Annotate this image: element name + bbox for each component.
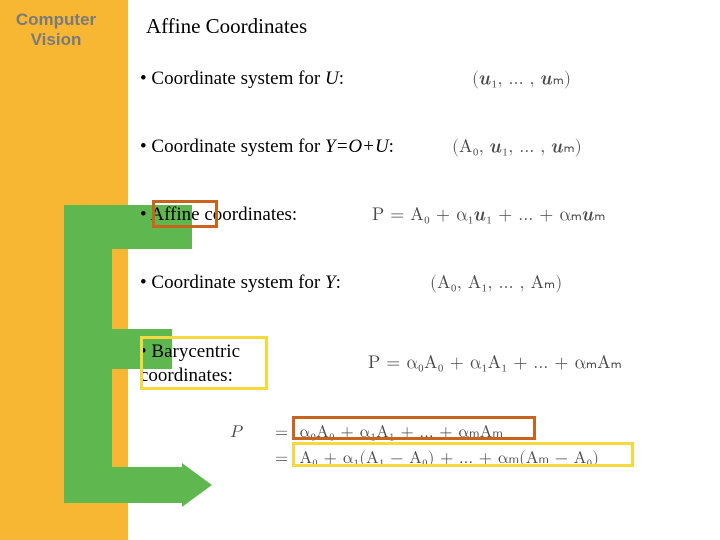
orange-box-eq1 — [292, 416, 536, 440]
eq-equals-1: = — [270, 420, 294, 446]
bullet-1-prefix: • Coordinate system for — [140, 68, 325, 89]
bullet-4-prefix: • Coordinate system for — [140, 272, 325, 293]
course-label: Computer Vision — [0, 10, 112, 51]
bullet-2: • Coordinate system for Y=O+U: — [140, 136, 720, 158]
course-label-line2: Vision — [31, 30, 82, 49]
formula-affine-frame: (A₀, 𝒖₁, … , 𝒖ₘ) — [452, 136, 582, 158]
formula-affine-coords: P = A₀ + α₁𝒖₁ + … + αₘ𝒖ₘ — [372, 204, 606, 226]
bullet-4-suffix: : — [336, 272, 341, 293]
bullet-4-var: Y — [325, 272, 336, 293]
course-label-line1: Computer — [16, 10, 96, 29]
yellow-box-eq2 — [292, 442, 634, 467]
bullet-1-var: U — [325, 68, 339, 89]
main-content: Affine Coordinates • Coordinate system f… — [140, 0, 720, 540]
bullet-2-suffix: : — [389, 136, 394, 157]
formula-u-basis: (𝒖₁, … , 𝒖ₘ) — [472, 68, 571, 90]
eq-equals-2: = — [270, 446, 294, 472]
orange-box-affine — [152, 200, 218, 228]
eq-P: P — [230, 420, 264, 446]
bullet-1: • Coordinate system for U: — [140, 68, 720, 90]
bullet-2-prefix: • Coordinate system for — [140, 136, 325, 157]
slide-title: Affine Coordinates — [146, 14, 307, 39]
yellow-box-barycentric — [140, 336, 268, 390]
bullet-2-var: Y=O+U — [325, 136, 389, 157]
formula-barycentric: P = α₀A₀ + α₁A₁ + … + αₘAₘ — [368, 352, 622, 374]
formula-point-frame: (A₀, A₁, … , Aₘ) — [430, 272, 562, 294]
bullet-1-suffix: : — [339, 68, 344, 89]
